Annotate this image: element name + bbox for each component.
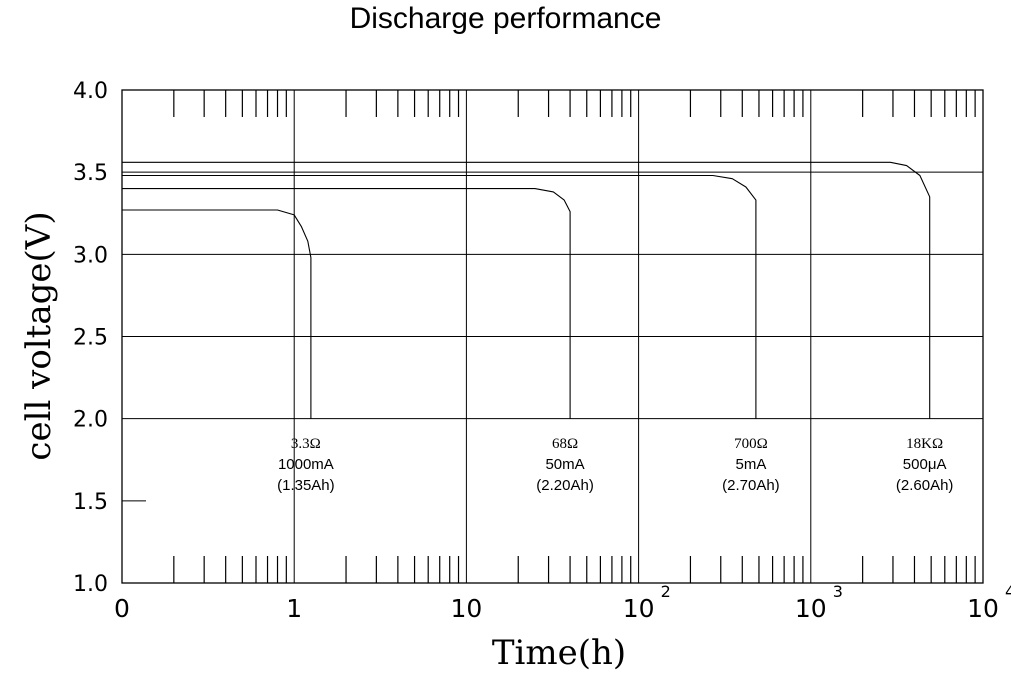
series-annotation-4: 500μA [903,456,947,473]
x-tick-label: 10 [450,594,482,623]
y-tick-label: 1.5 [73,490,108,515]
grid-lines [122,90,983,583]
x-tick-label: 10 [623,594,655,623]
series-annotations: 3.3Ω 1000mA (1.35Ah) 68Ω 50mA (2.20Ah) 700Ω 5mA… [277,436,953,494]
y-tick-label: 2.5 [73,326,108,351]
series-annotation-2: 50mA [545,456,584,473]
y-tick-label: 1.0 [73,572,108,597]
series-annotation-4: (2.60Ah) [896,477,954,494]
chart-title: Discharge performance [349,2,662,35]
series-line-3 [122,174,757,419]
series-line-4 [122,161,931,419]
series-line-1 [122,209,312,419]
x-tick-label: 10 [967,594,999,623]
y-tick-label: 3.5 [73,161,108,186]
series-annotation-4: 18KΩ [906,436,943,452]
series-annotation-3: (2.70Ah) [722,477,780,494]
x-tick-label: 0 [114,594,130,623]
series-annotation-2: (2.20Ah) [536,477,594,494]
y-tick-label: 3.0 [73,243,108,268]
y-tick-label: 4.0 [73,79,108,104]
series-lines [122,161,931,419]
series-line-2 [122,188,571,419]
x-tick-label: 1 [286,594,302,623]
x-tick-exponent: 2 [661,582,671,601]
x-tick-label: 10 [795,594,827,623]
y-tick-label: 2.0 [73,408,108,433]
x-tick-exponent: 3 [833,582,843,601]
series-annotation-3: 700Ω [734,436,768,452]
minor-ticks [122,90,976,583]
y-axis-label: cell voltage(V) [19,211,59,460]
x-tick-labels: 0 1 10 10 2 10 3 10 4 [114,582,1011,623]
plot-frame [121,89,984,584]
series-annotation-1: 1000mA [278,456,334,473]
series-annotation-1: 3.3Ω [291,436,321,452]
x-axis-label: Time(h) [492,633,626,673]
series-annotation-3: 5mA [735,456,766,473]
series-annotation-2: 68Ω [552,436,578,452]
series-annotation-1: (1.35Ah) [277,477,335,494]
x-tick-exponent: 4 [1005,582,1011,601]
y-tick-labels: 4.0 3.5 3.0 2.5 2.0 1.5 1.0 [73,79,108,597]
